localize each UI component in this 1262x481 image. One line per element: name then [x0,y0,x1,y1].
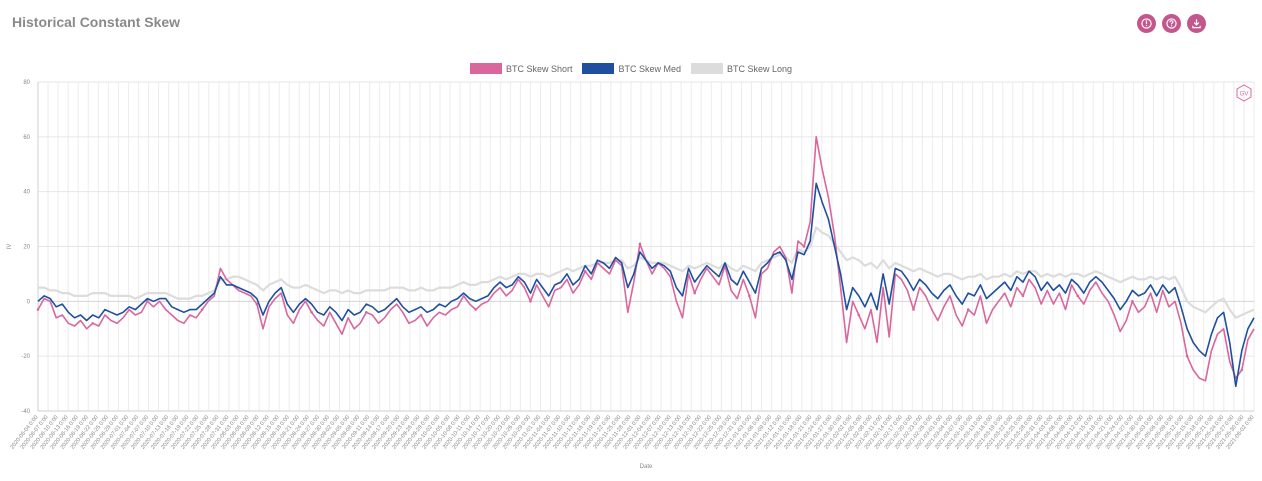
chart-legend: BTC Skew Short BTC Skew Med BTC Skew Lon… [0,63,1262,74]
help-button[interactable] [1162,14,1181,33]
legend-label-skew-med: BTC Skew Med [618,63,682,74]
data-point-skew-short [912,308,915,311]
data-point-skew-short [857,313,861,317]
legend-swatch-skew-med [582,63,615,74]
data-point-skew-short [255,302,259,306]
data-point-skew-short [1021,294,1025,298]
legend-swatch-skew-short [469,63,502,74]
legend-item-skew-short[interactable]: BTC Skew Short [469,63,573,74]
x-axis-title: Date [640,464,653,470]
info-button[interactable] [1137,14,1156,33]
series-line-skew-short [37,136,1255,382]
data-point-skew-short [1240,368,1244,372]
data-point-skew-short [1076,294,1079,298]
data-point-skew-short [1185,354,1189,358]
gv-logo-icon: GV [1236,84,1252,102]
series-line-skew-med [37,182,1255,388]
data-point-skew-short [638,242,642,246]
data-point-skew-short [200,308,204,311]
y-tick-label: -40 [21,409,30,415]
help-icon [1166,18,1177,29]
page-title: Historical Constant Skew [12,14,181,30]
data-point-skew-short [1131,300,1134,303]
y-tick-label: 20 [23,245,30,251]
y-tick-label: -20 [21,354,30,360]
data-point-skew-short [748,294,751,298]
data-point-skew-short [91,321,95,325]
data-point-skew-short [529,300,532,303]
legend-label-skew-short: BTC Skew Short [505,63,573,74]
data-point-skew-short [583,269,587,273]
data-point-skew-short [693,291,696,295]
y-tick-label: 80 [23,80,30,86]
y-tick-label: 40 [23,190,30,196]
chart-toolbar [1137,14,1206,33]
y-axis-title: IV [7,244,13,250]
y-tick-label: 60 [23,135,30,141]
data-point-skew-short [966,308,970,311]
data-point-skew-short [802,245,806,248]
svg-text:GV: GV [1240,92,1249,98]
data-point-skew-short [419,313,423,317]
download-icon [1192,19,1201,29]
data-point-skew-short [365,311,368,314]
info-icon [1141,18,1152,29]
data-point-skew-short [36,308,40,311]
data-point-skew-short [146,300,149,303]
y-tick-label: 0 [27,299,31,305]
legend-label-skew-long: BTC Skew Long [727,63,793,74]
download-button[interactable] [1187,14,1206,33]
legend-item-skew-med[interactable]: BTC Skew Med [582,63,681,74]
series-line-skew-long [38,226,1255,319]
legend-item-skew-long[interactable]: BTC Skew Long [691,63,792,74]
data-point-skew-short [310,311,313,314]
data-point-skew-short [474,308,478,311]
legend-swatch-skew-long [691,63,724,74]
